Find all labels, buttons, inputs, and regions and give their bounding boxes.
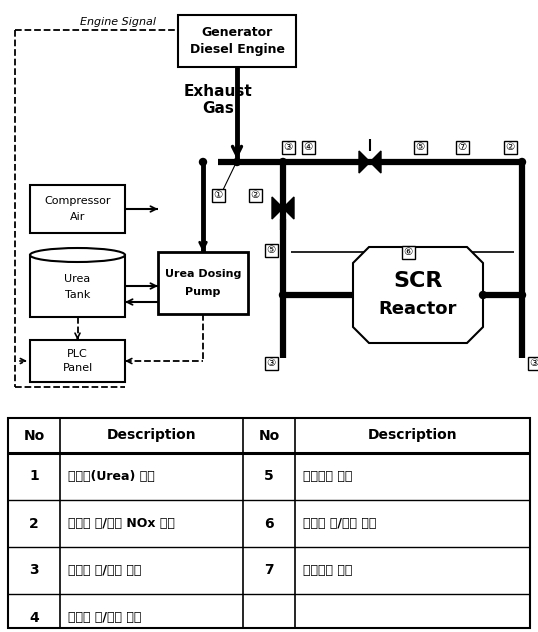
Text: PLC: PLC (67, 349, 88, 359)
Bar (265, 243, 278, 257)
Polygon shape (359, 151, 381, 173)
Bar (504, 140, 516, 154)
Text: ③: ③ (284, 142, 293, 152)
Circle shape (280, 291, 287, 298)
Text: Description: Description (107, 428, 196, 442)
Text: ⑥: ⑥ (404, 247, 413, 257)
Text: 반응기 전/후단 온도: 반응기 전/후단 온도 (68, 564, 141, 577)
Polygon shape (272, 197, 294, 219)
Text: 반응기 전/후단 압력: 반응기 전/후단 압력 (68, 611, 141, 624)
Text: Compressor: Compressor (44, 196, 111, 206)
Text: ⑦: ⑦ (457, 142, 466, 152)
Text: 바이패스 밸브: 바이패스 밸브 (303, 470, 352, 483)
Text: 5: 5 (264, 470, 274, 483)
Text: 배기유량 측정: 배기유량 측정 (303, 564, 352, 577)
Text: ⑤: ⑤ (266, 245, 275, 255)
Polygon shape (353, 247, 483, 343)
Bar (456, 140, 469, 154)
Bar (30, 185, 125, 233)
Circle shape (280, 159, 287, 166)
Text: ④: ④ (303, 142, 313, 152)
Text: Engine Signal: Engine Signal (80, 17, 156, 27)
Text: Diesel Engine: Diesel Engine (189, 44, 285, 56)
Bar (265, 356, 278, 370)
Text: Air: Air (70, 212, 85, 222)
Bar (30, 255, 125, 317)
Text: Panel: Panel (62, 363, 93, 373)
Text: ③: ③ (266, 358, 275, 368)
Text: ②: ② (505, 142, 515, 152)
Text: 4: 4 (29, 611, 39, 624)
Circle shape (519, 291, 526, 298)
Circle shape (200, 159, 207, 166)
Text: No: No (23, 428, 45, 442)
Text: Urea: Urea (65, 274, 90, 284)
Text: Pump: Pump (185, 287, 221, 297)
Text: No: No (258, 428, 280, 442)
Bar (8, 418, 530, 628)
Text: ③: ③ (529, 358, 538, 368)
Text: 반응기 전/후단 NOx 측정: 반응기 전/후단 NOx 측정 (68, 517, 175, 530)
Text: 반응기 전/후단 배압: 반응기 전/후단 배압 (303, 517, 377, 530)
Bar (414, 140, 427, 154)
Text: Reactor: Reactor (379, 300, 457, 318)
Text: Tank: Tank (65, 290, 90, 300)
Bar (401, 245, 414, 258)
Ellipse shape (30, 248, 125, 262)
Text: Exhaust
Gas: Exhaust Gas (183, 84, 252, 116)
Text: Generator: Generator (201, 25, 273, 39)
Text: ①: ① (214, 190, 223, 200)
Bar (281, 140, 294, 154)
Text: 3: 3 (29, 564, 39, 578)
Circle shape (519, 159, 526, 166)
Bar (249, 188, 261, 202)
Text: 2: 2 (29, 516, 39, 530)
Text: ⑤: ⑤ (415, 142, 424, 152)
Text: SCR: SCR (393, 271, 443, 291)
Text: 7: 7 (264, 564, 274, 578)
Text: Description: Description (367, 428, 457, 442)
Text: Urea Dosing: Urea Dosing (165, 269, 241, 279)
Circle shape (479, 291, 486, 298)
Text: 1: 1 (29, 470, 39, 483)
Text: 환원제(Urea) 분사: 환원제(Urea) 분사 (68, 470, 155, 483)
Bar (158, 252, 248, 314)
Bar (301, 140, 315, 154)
Bar (527, 356, 538, 370)
Text: ②: ② (250, 190, 260, 200)
Bar (178, 15, 296, 67)
Bar (211, 188, 224, 202)
Text: 6: 6 (264, 516, 274, 530)
Circle shape (233, 159, 240, 166)
Bar (30, 340, 125, 382)
